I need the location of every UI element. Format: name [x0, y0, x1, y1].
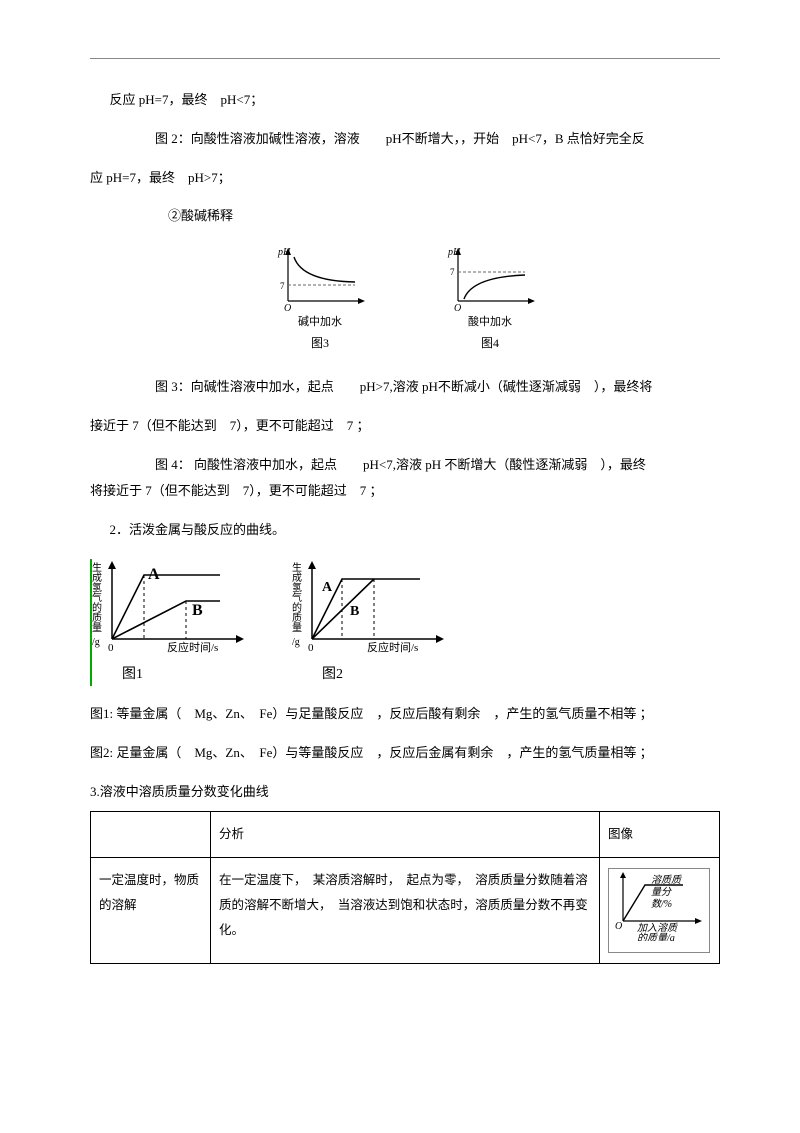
tiny-yarrow [620, 872, 626, 878]
chart-4-caption: 图4 [440, 334, 540, 353]
m1-xarrow [236, 635, 244, 643]
table-cell-3: O 溶质质 量分 数/% 加入溶质 的质量/g [600, 857, 720, 963]
chart-4-xlabel: 酸中加水 [440, 314, 540, 332]
text-line-4: ②酸碱稀释 [90, 206, 720, 227]
m1-xlabel: 反应时间/s [167, 640, 218, 654]
metal-chart-1: 生 成 氢 气 的 质 量 /g 0 反应时间/s A B 图1 [92, 559, 252, 686]
metal-chart-2: 生 成 氢 气 的 质 量 /g 0 反应时间/s A B 图2 [292, 559, 452, 686]
m1-line-a [112, 575, 220, 639]
table-header-3: 图像 [600, 811, 720, 857]
table-cell-1a: 一定温度时，物质 [99, 868, 202, 893]
metal-charts-row: 生 成 氢 气 的 质 量 /g 0 反应时间/s A B 图1 生 成 氢 [90, 559, 720, 686]
table-header-row: 分析 图像 [91, 811, 720, 857]
m2-yl-6: 量 [292, 622, 302, 634]
text-line-11: 图2: 足量金属（ Mg、Zn、 Fe）与等量酸反应 ，反应后金属有剩余 ，产生… [90, 743, 720, 764]
ph-charts-row: pH 7 O 碱中加水 图3 pH 7 O 酸中加水 图4 [90, 245, 720, 353]
table-cell-1: 一定温度时，物质 的溶解 [91, 857, 211, 963]
tiny-xl2: 的质量/g [637, 932, 675, 941]
table-row: 一定温度时，物质 的溶解 在一定温度下， 某溶质溶解时， 起点为零， 溶质质量分… [91, 857, 720, 963]
chart-3-svg: pH 7 O [270, 245, 370, 313]
metal-chart-2-svg: 生 成 氢 气 的 质 量 /g 0 反应时间/s A B [292, 559, 452, 655]
table-cell-2: 在一定温度下， 某溶质溶解时， 起点为零， 溶质质量分数随着溶质的溶解不断增大，… [211, 857, 600, 963]
m1-origin: 0 [108, 642, 114, 654]
m1-yl-6: 量 [92, 622, 102, 634]
tiny-yl1: 溶质质 [651, 874, 683, 886]
m2-label-a: A [322, 580, 333, 595]
top-rule [90, 58, 720, 59]
chart-3-xlabel: 碱中加水 [270, 314, 370, 332]
metal-chart-1-svg: 生 成 氢 气 的 质 量 /g 0 反应时间/s A B [92, 559, 252, 655]
m1-yarrow [108, 561, 116, 569]
m2-xarrow [436, 635, 444, 643]
chart-4-curve [464, 275, 525, 299]
text-line-2: 图 2：向酸性溶液加碱性溶液，溶液 pH不断增大，，开始 pH<7，B 点恰好完… [90, 129, 720, 150]
tiny-chart-box: O 溶质质 量分 数/% 加入溶质 的质量/g [608, 868, 710, 953]
solution-table: 分析 图像 一定温度时，物质 的溶解 在一定温度下， 某溶质溶解时， 起点为零，… [90, 811, 720, 964]
m2-yarrow [308, 561, 316, 569]
text-line-3: 应 pH=7，最终 pH>7； [90, 168, 720, 189]
m2-caption: 图2 [322, 664, 452, 686]
tiny-yl2: 量分 [651, 886, 672, 898]
text-line-9: 2．活泼金属与酸反应的曲线。 [90, 520, 720, 541]
text-line-12: 3.溶液中溶质质量分数变化曲线 [90, 782, 720, 803]
chart-4-tick: 7 [450, 267, 455, 277]
chart-3-caption: 图3 [270, 334, 370, 353]
m2-label-b: B [350, 604, 359, 619]
chart-3-xarrow [358, 298, 365, 304]
m1-yl-7: /g [92, 637, 100, 648]
tiny-xarrow [695, 918, 702, 924]
m1-label-a: A [148, 566, 160, 583]
m1-caption: 图1 [122, 664, 252, 686]
chart-3-origin: O [284, 303, 291, 313]
table-header-1 [91, 811, 211, 857]
chart-3-tick: 7 [280, 281, 285, 291]
m2-yl-7: /g [292, 637, 300, 648]
tiny-chart-svg: O 溶质质 量分 数/% 加入溶质 的质量/g [611, 871, 707, 941]
table-header-2: 分析 [211, 811, 600, 857]
chart-4-svg: pH 7 O [440, 245, 540, 313]
text-line-1: 反应 pH=7，最终 pH<7； [90, 90, 720, 111]
chart-3: pH 7 O 碱中加水 图3 [270, 245, 370, 353]
chart-4-origin: O [454, 303, 461, 313]
m1-label-b: B [192, 602, 203, 619]
m2-xlabel: 反应时间/s [367, 640, 418, 654]
m2-origin: 0 [308, 642, 314, 654]
chart-4: pH 7 O 酸中加水 图4 [440, 245, 540, 353]
text-line-6: 接近于 7（但不能达到 7），更不可能超过 7 ； [90, 416, 720, 437]
table-cell-1b: 的溶解 [99, 893, 202, 918]
tiny-yl3: 数/% [651, 898, 672, 910]
text-line-5: 图 3：向碱性溶液中加水，起点 pH>7,溶液 pH不断减小（碱性逐渐减弱 ），… [90, 377, 720, 398]
tiny-origin: O [615, 921, 622, 932]
chart-3-curve [294, 257, 355, 282]
text-line-8: 将接近于 7（但不能达到 7），更不可能超过 7 ； [90, 481, 720, 502]
text-line-7: 图 4： 向酸性溶液中加水，起点 pH<7,溶液 pH 不断增大（酸性逐渐减弱 … [90, 455, 720, 476]
chart-4-xarrow [528, 298, 535, 304]
text-line-10: 图1: 等量金属（ Mg、Zn、 Fe）与足量酸反应 ，反应后酸有剩余 ，产生的… [90, 704, 720, 725]
